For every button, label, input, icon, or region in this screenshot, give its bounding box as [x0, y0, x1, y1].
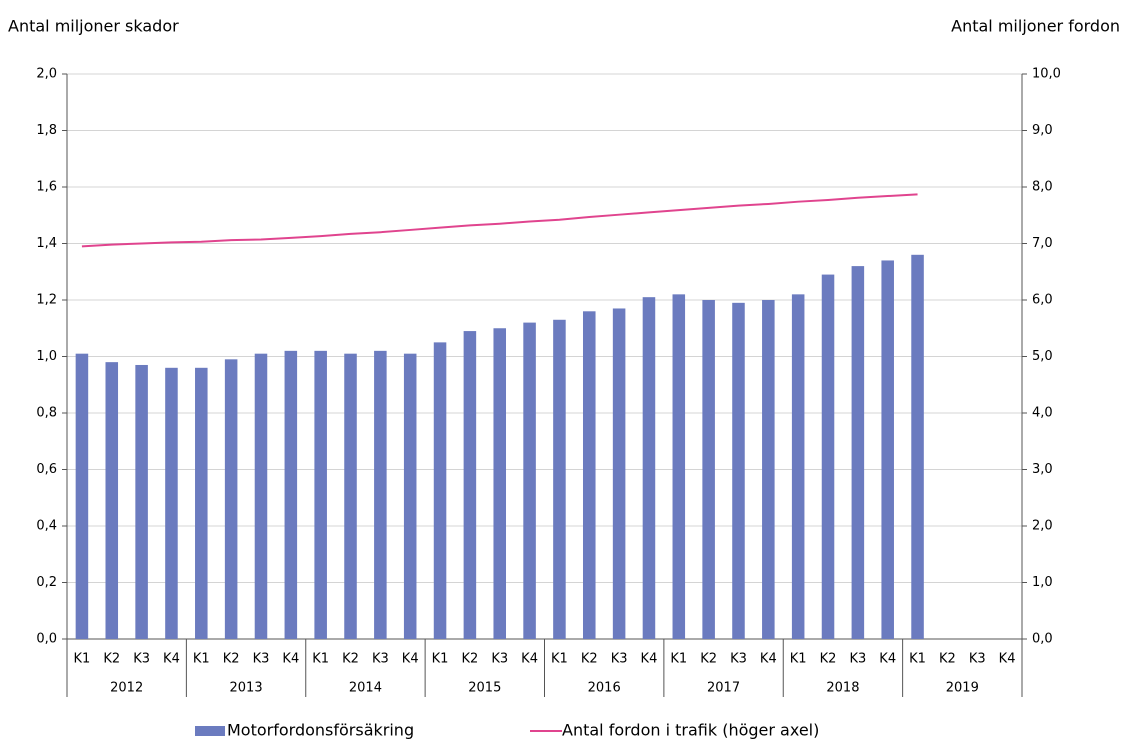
bar [374, 350, 387, 639]
x-tick-label: K4 [999, 652, 1016, 667]
y2-tick-label: 2,0 [1032, 519, 1053, 534]
x-tick-label: K2 [103, 652, 120, 667]
x-tick-label: K1 [790, 652, 807, 667]
y2-tick-label: 8,0 [1032, 180, 1053, 195]
bar [762, 300, 775, 639]
bar [851, 266, 865, 639]
x-tick-label: K3 [969, 652, 986, 667]
bar [463, 331, 477, 639]
bar [493, 328, 507, 639]
bar [403, 353, 417, 639]
y2-tick-label: 7,0 [1032, 236, 1053, 251]
legend-label: Antal fordon i trafik (höger axel) [562, 721, 819, 740]
group-label: 2015 [468, 681, 501, 696]
x-tick-label: K3 [372, 652, 389, 667]
bar [75, 353, 89, 639]
bar [881, 260, 894, 639]
legend-label: Motorfordonsförsäkring [227, 721, 414, 740]
y-tick-label: 1,4 [36, 236, 57, 251]
y-tick-label: 1,0 [36, 349, 57, 364]
y-tick-label: 1,8 [36, 123, 57, 138]
x-tick-label: K4 [402, 652, 419, 667]
y-tick-label: 1,2 [36, 293, 57, 308]
bar [642, 297, 656, 639]
x-tick-label: K1 [312, 652, 329, 667]
bar [612, 308, 626, 639]
x-tick-label: K1 [432, 652, 449, 667]
y-tick-label: 0,2 [36, 575, 57, 590]
y2-tick-label: 3,0 [1032, 462, 1053, 477]
x-tick-label: K4 [879, 652, 896, 667]
bar [433, 342, 447, 639]
x-tick-label: K4 [163, 652, 180, 667]
x-tick-label: K1 [193, 652, 210, 667]
bar [553, 319, 566, 639]
bar [254, 353, 268, 639]
y-tick-label: 2,0 [36, 67, 57, 82]
x-tick-label: K3 [611, 652, 628, 667]
bar [702, 300, 715, 639]
x-tick-label: K2 [342, 652, 359, 667]
bar [732, 302, 745, 639]
group-label: 2018 [826, 681, 859, 696]
x-tick-label: K2 [939, 652, 956, 667]
x-tick-label: K1 [909, 652, 926, 667]
y2-tick-label: 6,0 [1032, 293, 1053, 308]
bar [672, 294, 686, 639]
x-tick-label: K2 [581, 652, 598, 667]
bar [224, 359, 238, 639]
y2-tick-label: 1,0 [1032, 575, 1053, 590]
y-axis-title: Antal miljoner skador [8, 17, 179, 36]
y-tick-label: 1,6 [36, 180, 57, 195]
x-tick-label: K3 [491, 652, 508, 667]
group-label: 2013 [230, 681, 263, 696]
y2-axis-title: Antal miljoner fordon [951, 17, 1120, 36]
group-label: 2019 [946, 681, 979, 696]
bar [582, 311, 596, 639]
x-tick-label: K1 [670, 652, 687, 667]
y-tick-label: 0,0 [36, 632, 57, 647]
y2-tick-label: 0,0 [1032, 632, 1053, 647]
bar [314, 350, 327, 639]
legend-swatch [195, 726, 225, 736]
group-label: 2016 [588, 681, 621, 696]
group-label: 2017 [707, 681, 740, 696]
x-tick-label: K4 [521, 652, 538, 667]
x-tick-label: K3 [253, 652, 270, 667]
y2-tick-label: 9,0 [1032, 123, 1053, 138]
bar [135, 364, 148, 639]
bar [195, 367, 208, 639]
group-label: 2012 [110, 681, 143, 696]
group-label: 2014 [349, 681, 382, 696]
y2-tick-label: 4,0 [1032, 406, 1053, 421]
bar [821, 274, 835, 639]
x-tick-label: K4 [282, 652, 299, 667]
x-tick-label: K2 [223, 652, 240, 667]
y2-tick-label: 10,0 [1032, 67, 1061, 82]
x-tick-label: K2 [461, 652, 478, 667]
x-tick-label: K1 [551, 652, 568, 667]
x-tick-label: K2 [700, 652, 717, 667]
bar [284, 350, 298, 639]
x-tick-label: K1 [74, 652, 91, 667]
x-tick-label: K3 [730, 652, 747, 667]
bar [791, 294, 805, 639]
x-tick-label: K2 [820, 652, 837, 667]
bar [911, 254, 924, 640]
y-tick-label: 0,6 [36, 462, 57, 477]
bar [344, 353, 357, 639]
y-tick-label: 0,8 [36, 406, 57, 421]
bar [165, 367, 178, 639]
bar [105, 362, 119, 639]
x-tick-label: K4 [641, 652, 658, 667]
bar [523, 322, 536, 639]
x-tick-label: K3 [133, 652, 150, 667]
y-tick-label: 0,4 [36, 519, 57, 534]
y2-tick-label: 5,0 [1032, 349, 1053, 364]
line [81, 193, 918, 248]
x-tick-label: K3 [849, 652, 866, 667]
x-tick-label: K4 [760, 652, 777, 667]
